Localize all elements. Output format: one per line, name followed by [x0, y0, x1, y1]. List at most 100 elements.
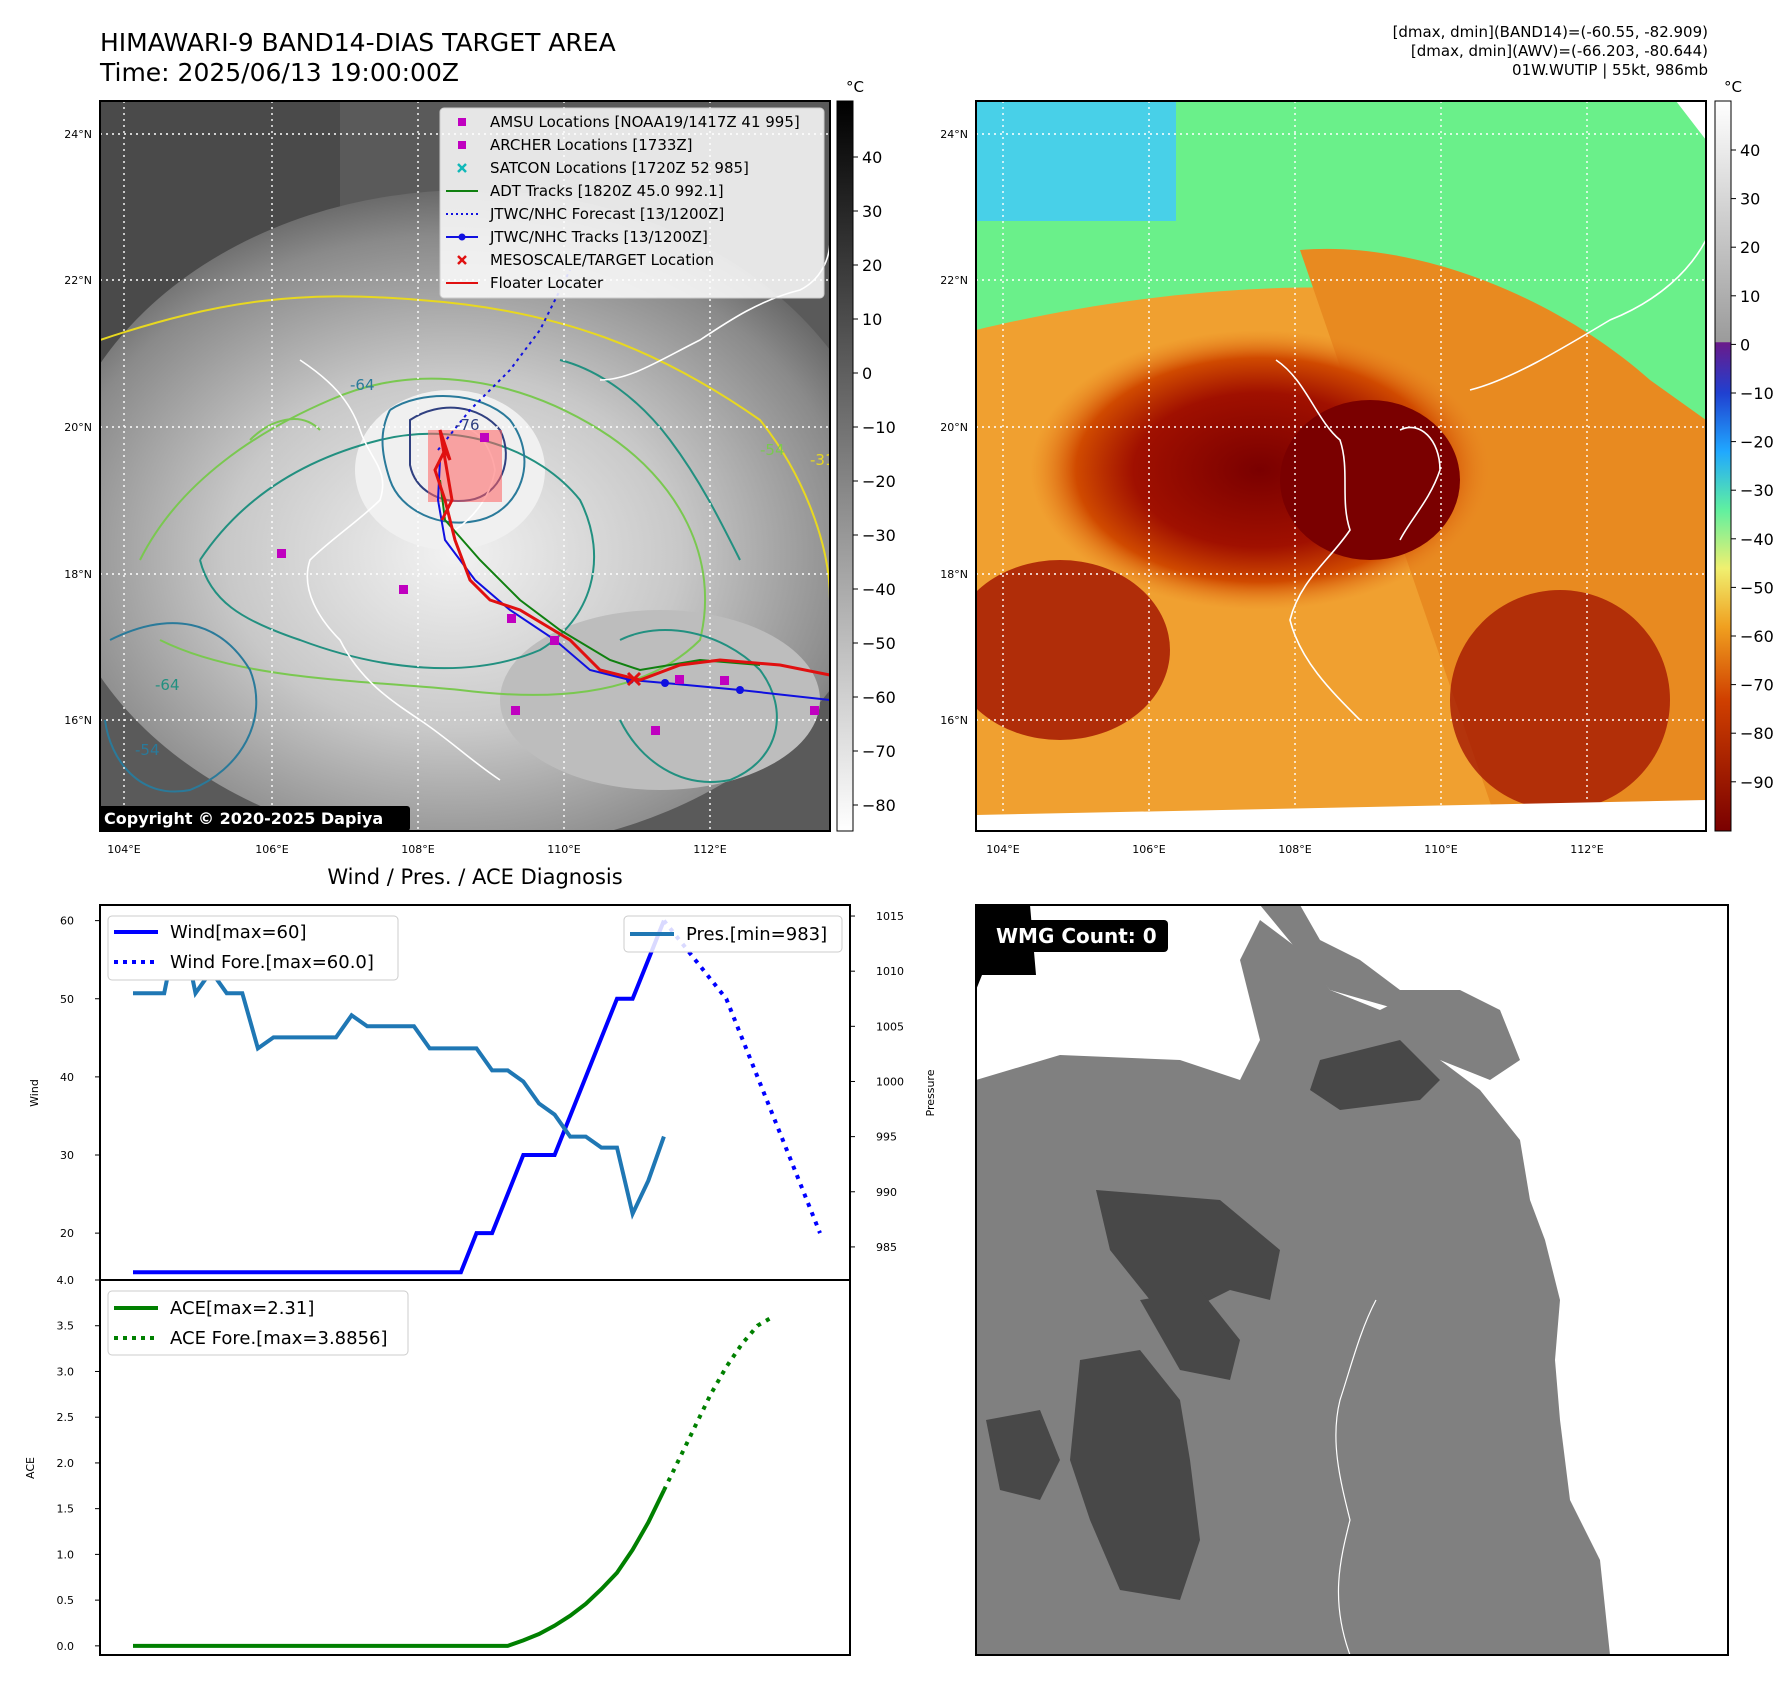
pressure-axis-label: Pressure — [924, 1069, 937, 1116]
jtwc-forecast-track — [437, 269, 571, 451]
series-line — [133, 1489, 666, 1648]
colorbar2-tick-label: 10 — [1740, 287, 1760, 306]
ace-chart: 4.0 3.5 3.0 2.5 2.0 1.5 1.0 0.5 0.0 ACE ACE[max=… — [24, 1274, 851, 1656]
ace-y-tick-label: 3.5 — [57, 1320, 75, 1333]
wind-y-tick-label: 50 — [60, 993, 74, 1006]
lat-tick-label: 20°N — [940, 421, 968, 434]
pressure-y-tick-label: 1000 — [876, 1075, 904, 1088]
copyright-badge — [100, 806, 410, 831]
lat-tick-label: 22°N — [940, 274, 968, 287]
ace-y-tick-label: 4.0 — [57, 1274, 75, 1287]
legend-item-label: SATCON Locations [1720Z 52 985] — [490, 159, 749, 177]
wmg-count-label: WMG Count: 0 — [996, 924, 1157, 948]
wmg-dark-cell — [1140, 1290, 1240, 1380]
wind-legend-label: Wind[max=60] — [170, 922, 307, 943]
wmg-frame — [975, 904, 1729, 1656]
ir-rainband — [500, 610, 820, 790]
colorbar2-tick-label: 40 — [1740, 141, 1760, 160]
colorbar1-tick-label: 0 — [862, 364, 872, 383]
wind-pressure-chart: 60 50 40 30 20 1015 1010 1005 1000 995 990 985 Win… — [28, 904, 937, 1281]
colorbar2-ticks: 40 30 20 10 0 −10 −20 −30 −40 −50 −60 −70 −80 −90 — [1731, 141, 1774, 792]
colorbar1-tick-label: 10 — [862, 310, 882, 329]
ir-map-panel: -76 -64 -54 -31 -54 -64 AMSU Locations [… — [100, 101, 830, 831]
ace-y-tick-label: 1.5 — [57, 1503, 75, 1516]
colorbar2-tick-label: −20 — [1740, 433, 1774, 452]
colorbar2-tick-label: −90 — [1740, 773, 1774, 792]
colorbar1-tick-label: −80 — [862, 796, 896, 815]
lat-tick-label: 16°N — [64, 714, 92, 727]
wind-axis-label: Wind — [28, 1079, 41, 1107]
lon-tick-label: 112°E — [1570, 843, 1603, 856]
legend-item-label: AMSU Locations [NOAA19/1417Z 41 995] — [490, 113, 800, 131]
wind-forecast-legend-label: Wind Fore.[max=60.0] — [170, 952, 374, 973]
ace-legend-label: ACE[max=2.31] — [170, 1298, 314, 1319]
map-legend: AMSU Locations [NOAA19/1417Z 41 995] ARCH… — [439, 107, 825, 299]
wmg-dark-cell — [1070, 1350, 1200, 1600]
colorbar2-tick-label: −10 — [1740, 384, 1774, 403]
dias-no-data-edge — [976, 800, 1706, 831]
dias-cold-cell — [1450, 590, 1670, 810]
lon-tick-label: 104°E — [107, 843, 140, 856]
legend-symbol — [458, 118, 466, 126]
colorbar1-tick-label: −30 — [862, 526, 896, 545]
pressure-legend — [623, 915, 843, 953]
info-line-1: [dmax, dmin](BAND14)=(-60.55, -82.909) — [1392, 23, 1708, 41]
title-line-1: HIMAWARI-9 BAND14-DIAS TARGET AREA — [100, 28, 616, 57]
pressure-y-tick-label: 1010 — [876, 965, 904, 978]
ace-y-tick-label: 0.0 — [57, 1640, 75, 1653]
wind-y-tick-label: 30 — [60, 1149, 74, 1162]
pressure-legend-label: Pres.[min=983] — [686, 924, 827, 945]
colorbar1-unit: °C — [846, 78, 864, 96]
page-title: HIMAWARI-9 BAND14-DIAS TARGET AREA Time:… — [100, 28, 616, 88]
dias-cool-region — [976, 101, 1176, 221]
series-line — [133, 919, 666, 1275]
lon-tick-label: 106°E — [255, 843, 288, 856]
wmg-dark-cell — [986, 1410, 1060, 1500]
legend-item-label: ADT Tracks [1820Z 45.0 992.1] — [490, 182, 724, 200]
dias-map-frame — [975, 100, 1707, 832]
colorbar1-tick-label: 20 — [862, 256, 882, 275]
lat-tick-label: 16°N — [940, 714, 968, 727]
wmg-dark-cell — [1310, 1040, 1440, 1110]
contour-label: -64 — [350, 376, 375, 394]
wmg-dark-cell — [1096, 1190, 1280, 1310]
series-line — [662, 1314, 775, 1492]
legend-item-label: JTWC/NHC Forecast [13/1200Z] — [489, 205, 724, 223]
legend-symbol — [458, 141, 466, 149]
wind-legend — [107, 915, 399, 981]
dias-gridlines — [976, 101, 1706, 831]
series-line — [662, 919, 822, 1234]
ace-plot-area — [133, 1314, 775, 1648]
dias-lon-ticks: 104°E 106°E 108°E 110°E 112°E — [986, 843, 1603, 856]
pressure-y-tick-label: 1015 — [876, 910, 904, 923]
adt-track — [439, 479, 761, 672]
lon-tick-label: 104°E — [986, 843, 1019, 856]
colorbar1-tick-label: −40 — [862, 580, 896, 599]
ir-map-frame — [99, 100, 831, 832]
contour-label: -64 — [155, 676, 180, 694]
pressure-y-tick-label: 1005 — [876, 1020, 904, 1033]
lat-tick-label: 18°N — [64, 568, 92, 581]
series-line — [133, 915, 666, 1220]
wind-y-tick-label: 40 — [60, 1071, 74, 1084]
lat-tick-label: 24°N — [940, 128, 968, 141]
wind-y-tick-label: 60 — [60, 915, 74, 928]
wmg-panel — [976, 905, 1728, 1655]
lon-tick-label: 106°E — [1132, 843, 1165, 856]
wmg-count-badge — [986, 920, 1168, 952]
lat-tick-label: 18°N — [940, 568, 968, 581]
ir-contours — [100, 295, 830, 793]
colorbar2-unit: °C — [1724, 78, 1742, 96]
contour-label: -76 — [455, 416, 480, 434]
wmg-coastline — [1335, 1299, 1377, 1655]
ir-lat-ticks: 24°N 22°N 20°N 18°N 16°N — [64, 128, 92, 727]
colorbar1-tick-label: −50 — [862, 634, 896, 653]
colorbar1-tick-label: 40 — [862, 148, 882, 167]
ace-y-tick-label: 0.5 — [57, 1594, 75, 1607]
wind-plot-area — [133, 915, 822, 1275]
lon-tick-label: 108°E — [1278, 843, 1311, 856]
wind-y-ticks: 60 50 40 30 20 — [60, 915, 100, 1240]
mesoscale-target-markers — [626, 671, 642, 687]
legend-texts: AMSU Locations [NOAA19/1417Z 41 995] ARCH… — [489, 113, 800, 292]
storm-info: [dmax, dmin](BAND14)=(-60.55, -82.909) [… — [1393, 23, 1708, 80]
